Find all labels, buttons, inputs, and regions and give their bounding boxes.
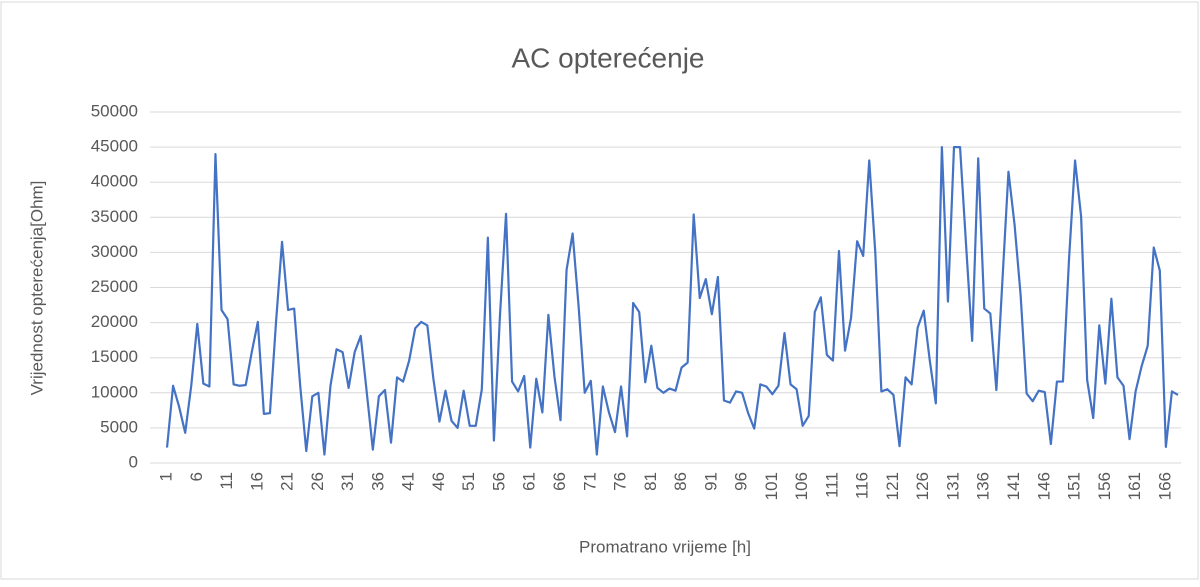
y-tick-label: 35000: [91, 207, 138, 226]
x-tick-label: 76: [611, 472, 630, 491]
x-tick-label: 1: [157, 472, 176, 481]
x-tick-label: 146: [1034, 472, 1053, 500]
x-tick-label: 161: [1125, 472, 1144, 500]
y-axis-label: Vrijednost opterećenja[Ohm]: [27, 181, 46, 396]
y-tick-label: 25000: [91, 277, 138, 296]
x-tick-label: 126: [913, 472, 932, 500]
x-tick-label: 91: [701, 472, 720, 491]
x-tick-label: 166: [1155, 472, 1174, 500]
x-tick-label: 31: [338, 472, 357, 491]
x-tick-label: 21: [278, 472, 297, 491]
x-tick-label: 66: [550, 472, 569, 491]
x-tick-label: 81: [641, 472, 660, 491]
x-tick-label: 46: [429, 472, 448, 491]
x-tick-label: 131: [943, 472, 962, 500]
x-tick-label: 156: [1095, 472, 1114, 500]
x-tick-label: 6: [187, 472, 206, 481]
x-tick-label: 106: [792, 472, 811, 500]
x-tick-label: 26: [308, 472, 327, 491]
x-tick-label: 96: [732, 472, 751, 491]
y-tick-label: 10000: [91, 382, 138, 401]
x-tick-label: 71: [580, 472, 599, 491]
x-tick-label: 51: [459, 472, 478, 491]
x-tick-label: 36: [368, 472, 387, 491]
y-tick-label: 50000: [91, 101, 138, 120]
x-tick-label: 16: [247, 472, 266, 491]
y-tick-label: 0: [129, 452, 138, 471]
y-tick-label: 20000: [91, 312, 138, 331]
x-axis-label: Promatrano vrijeme [h]: [579, 537, 751, 556]
x-tick-label: 121: [883, 472, 902, 500]
x-tick-label: 56: [489, 472, 508, 491]
x-tick-label: 61: [520, 472, 539, 491]
chart-title: AC opterećenje: [511, 42, 704, 73]
y-tick-label: 15000: [91, 347, 138, 366]
x-tick-label: 101: [762, 472, 781, 500]
x-tick-label: 11: [217, 472, 236, 490]
x-tick-label: 136: [974, 472, 993, 500]
y-tick-label: 5000: [100, 417, 138, 436]
x-tick-label: 41: [399, 472, 418, 491]
y-tick-label: 40000: [91, 172, 138, 191]
x-tick-label: 86: [671, 472, 690, 491]
x-tick-label: 151: [1065, 472, 1084, 500]
y-tick-label: 45000: [91, 137, 138, 156]
y-tick-label: 30000: [91, 242, 138, 261]
data-line: [165, 146, 1179, 456]
x-tick-label: 111: [822, 472, 841, 498]
x-tick-label: 116: [853, 472, 872, 499]
x-tick-label: 141: [1004, 472, 1023, 500]
